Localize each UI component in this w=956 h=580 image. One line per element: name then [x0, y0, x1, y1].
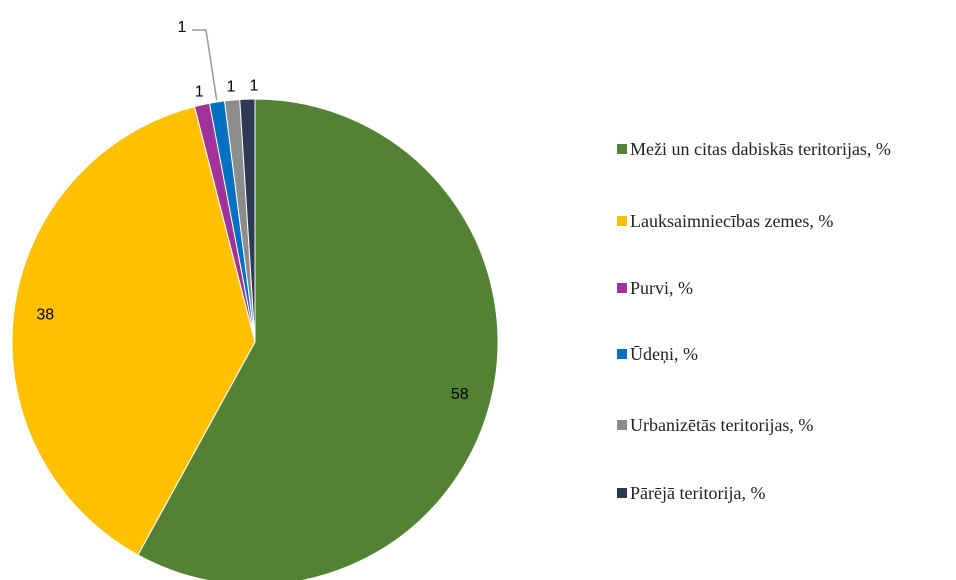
legend-swatch — [617, 283, 627, 293]
pie-slice — [11, 106, 256, 556]
data-label: 1 — [226, 78, 235, 95]
legend-item: Pārējā teritorija, % — [617, 480, 939, 507]
legend-item: Ūdeņi, % — [617, 341, 939, 368]
legend-swatch — [617, 420, 627, 430]
data-label: 1 — [178, 19, 187, 36]
pie-slice — [137, 98, 499, 580]
legend-swatch — [617, 216, 627, 226]
legend-label: Pārējā teritorija, % — [630, 483, 766, 503]
legend-label: Meži un citas dabiskās teritorijas, % — [630, 139, 891, 159]
data-label: 58 — [451, 386, 469, 403]
data-label: 1 — [250, 77, 259, 94]
legend-swatch — [617, 488, 627, 498]
legend-swatch — [617, 144, 627, 154]
legend-item: Urbanizētās teritorijas, % — [617, 412, 939, 439]
data-label: 1 — [195, 83, 204, 100]
leader-line — [192, 29, 218, 101]
legend-label: Urbanizētās teritorijas, % — [630, 415, 814, 435]
data-label: 38 — [36, 307, 54, 324]
legend-item: Purvi, % — [617, 275, 939, 302]
legend-item: Meži un citas dabiskās teritorijas, % — [617, 136, 939, 163]
legend-swatch — [617, 349, 627, 359]
legend-label: Lauksaimniecības zemes, % — [630, 211, 834, 231]
legend-label: Purvi, % — [630, 278, 693, 298]
legend-item: Lauksaimniecības zemes, % — [617, 208, 939, 235]
legend-label: Ūdeņi, % — [630, 344, 698, 364]
pie-slice — [239, 98, 256, 343]
